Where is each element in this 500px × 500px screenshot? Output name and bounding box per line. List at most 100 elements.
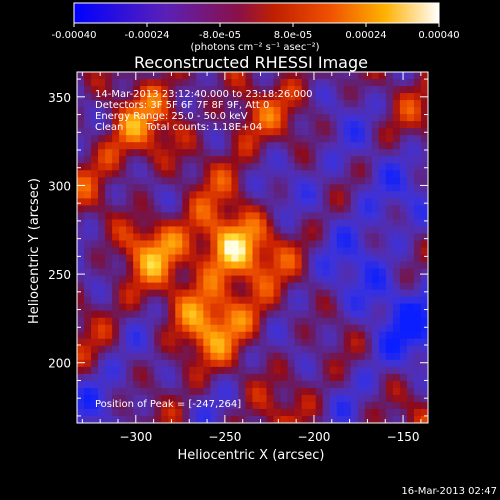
heatmap-cell — [413, 72, 422, 80]
heatmap-cell — [91, 261, 99, 269]
heatmap-cell — [392, 191, 401, 199]
footer-date: 16-Mar-2013 02:47 — [401, 486, 497, 497]
heatmap-cell — [301, 261, 310, 269]
heatmap-cell — [196, 212, 204, 220]
heatmap-cell — [126, 135, 134, 143]
heatmap-cell — [322, 310, 331, 319]
heatmap-cell — [329, 198, 338, 206]
heatmap-cell — [378, 359, 387, 368]
heatmap-cell — [350, 205, 359, 213]
heatmap-cell — [224, 86, 232, 94]
heatmap-cell — [322, 163, 331, 171]
heatmap-cell — [420, 170, 428, 178]
heatmap-cell — [77, 191, 85, 199]
heatmap-cell — [210, 296, 218, 305]
heatmap-cell — [91, 219, 99, 227]
heatmap-cell — [147, 324, 155, 333]
heatmap-cell — [406, 268, 415, 276]
heatmap-cell — [231, 72, 239, 80]
heatmap-cell — [315, 212, 324, 220]
heatmap-cell — [126, 338, 134, 347]
heatmap-cell — [266, 401, 274, 410]
heatmap-cell — [126, 317, 134, 326]
heatmap-cell — [147, 366, 155, 375]
heatmap-cell — [133, 170, 141, 178]
heatmap-cell — [98, 324, 106, 333]
heatmap-cell — [84, 415, 92, 423]
heatmap-cell — [238, 163, 246, 171]
heatmap-cell — [294, 198, 303, 206]
heatmap-cell — [315, 135, 324, 143]
heatmap-cell — [168, 156, 176, 164]
heatmap-cell — [189, 121, 197, 129]
heatmap-cell — [98, 268, 106, 276]
heatmap-cell — [175, 345, 183, 354]
clean-annotation: Clean — [95, 122, 123, 133]
heatmap-cell — [140, 79, 148, 87]
heatmap-cell — [322, 93, 331, 101]
heatmap-cell — [266, 310, 274, 319]
heatmap-cell — [315, 170, 324, 178]
heatmap-cell — [161, 100, 169, 108]
heatmap-cell — [126, 156, 134, 164]
heatmap-cell — [189, 268, 197, 276]
heatmap-cell — [392, 394, 401, 403]
heatmap-cell — [322, 135, 331, 143]
heatmap-cell — [77, 324, 85, 333]
heatmap-cell — [350, 317, 359, 326]
heatmap-cell — [413, 387, 422, 396]
heatmap-cell — [147, 359, 155, 368]
heatmap-cell — [252, 282, 260, 291]
heatmap-cell — [371, 359, 380, 368]
heatmap-cell — [245, 121, 253, 129]
heatmap-cell — [140, 380, 148, 389]
heatmap-cell — [168, 93, 176, 101]
heatmap-cell — [350, 366, 359, 375]
heatmap-cell — [385, 317, 394, 326]
heatmap-cell — [294, 86, 303, 94]
heatmap-cell — [126, 310, 134, 319]
heatmap-cell — [301, 191, 310, 199]
heatmap-cell — [98, 317, 106, 326]
heatmap-cell — [336, 247, 345, 255]
heatmap-cell — [273, 156, 281, 164]
heatmap-cell — [196, 303, 204, 312]
heatmap-cell — [168, 114, 176, 122]
heatmap-cell — [287, 177, 296, 185]
heatmap-cell — [119, 107, 127, 115]
heatmap-cell — [378, 205, 387, 213]
heatmap-cell — [280, 268, 288, 276]
heatmap-cell — [357, 114, 366, 122]
heatmap-cell — [98, 310, 106, 319]
heatmap-cell — [189, 191, 197, 199]
heatmap-cell — [231, 310, 239, 319]
heatmap-cell — [203, 205, 211, 213]
heatmap-cell — [287, 387, 296, 396]
heatmap-cell — [364, 114, 373, 122]
heatmap-cell — [98, 275, 106, 283]
heatmap-cell — [91, 331, 99, 340]
heatmap-cell — [273, 261, 281, 269]
heatmap-cell — [217, 149, 225, 157]
heatmap-cell — [203, 156, 211, 164]
heatmap-cell — [378, 254, 387, 262]
heatmap-cell — [126, 233, 134, 241]
heatmap-cell — [119, 177, 127, 185]
heatmap-cell — [259, 177, 267, 185]
heatmap-cell — [105, 401, 113, 410]
heatmap-cell — [343, 184, 352, 192]
heatmap-cell — [399, 310, 408, 319]
heatmap-cell — [301, 121, 310, 129]
heatmap-cell — [308, 240, 317, 248]
heatmap-cell — [315, 219, 324, 227]
heatmap-cell — [98, 177, 106, 185]
heatmap-cell — [343, 121, 352, 129]
heatmap-cell — [399, 121, 408, 129]
heatmap-cell — [161, 331, 169, 340]
heatmap-cell — [175, 331, 183, 340]
heatmap-cell — [371, 198, 380, 206]
heatmap-cell — [147, 121, 155, 129]
heatmap-cell — [308, 310, 317, 319]
heatmap-cell — [126, 275, 134, 283]
heatmap-cell — [308, 205, 317, 213]
